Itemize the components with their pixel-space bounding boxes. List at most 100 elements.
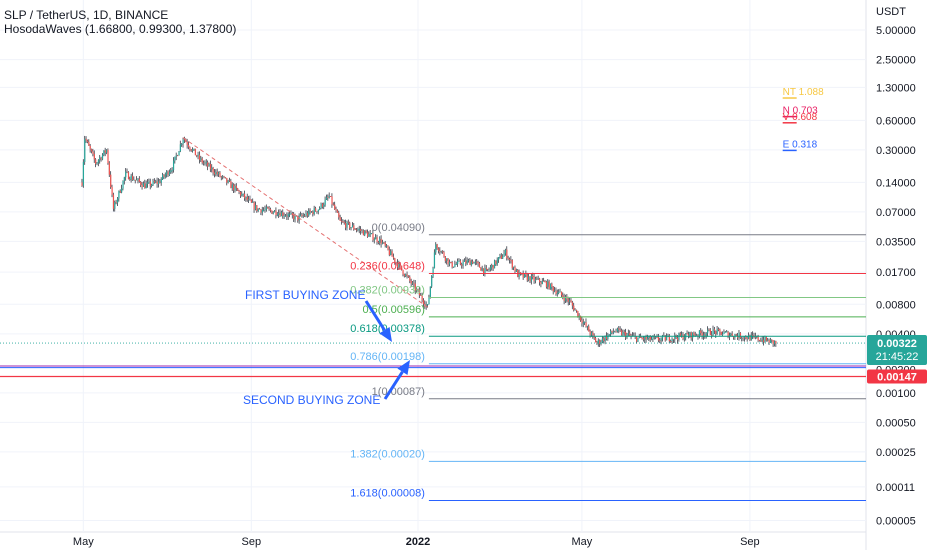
candle-body [504,249,507,254]
candle-body [476,261,478,263]
candle-body [574,309,576,311]
candle-body [405,274,407,277]
candle-body [162,174,164,180]
candle-body [369,233,371,235]
candle-body [727,331,729,338]
candle-body [575,309,578,312]
candle-body [540,282,542,284]
candle-body [319,208,321,210]
candle-body [563,297,565,301]
candle-body [237,188,239,191]
candle-body [372,233,374,241]
candle-body [245,196,247,199]
candle-body [231,184,233,189]
level-price-badge [867,369,927,384]
candle-body [450,262,452,263]
candle-body [528,276,530,281]
candle-body [121,188,123,193]
candle-body [402,269,404,275]
candle-body [577,311,579,317]
candle-body [148,181,150,183]
candle-body [283,215,285,217]
candle-body [208,163,210,167]
candle-body [149,181,151,186]
candle-body [552,286,554,292]
candle-body [361,230,363,232]
candle-body [573,305,575,311]
candle-body [717,329,720,330]
candle-body [735,334,737,336]
candle-body [767,339,769,341]
candle-body [265,207,268,210]
second-buying-zone-arrow [383,360,410,400]
candle-body [466,260,468,264]
candle-body [371,233,373,235]
candle-body [126,171,128,173]
candle-body [726,331,728,333]
arrow-shaft [364,300,386,331]
candle-body [746,338,748,340]
candle-body [677,337,679,340]
candle-body [351,225,354,228]
candle-body [640,335,642,338]
candle-body [85,138,87,141]
candle-body [458,260,460,262]
candle-body [597,340,599,344]
candle-body [392,256,395,259]
candle-body [477,262,479,264]
candle-body [666,336,668,341]
candle-body [196,155,198,157]
candle-body [312,211,314,215]
candle-body [469,260,471,266]
candle-body [514,267,516,272]
candle-body [752,334,754,336]
candle-body [235,185,238,189]
candle-body [525,273,527,275]
candle-body [407,275,410,277]
y-tick-label: 0.00800 [876,299,916,311]
candle-body [308,210,310,216]
candle-body [379,238,381,243]
candle-body [491,265,493,268]
candle-body [547,281,549,287]
candle-body [537,278,539,280]
y-tick-label: 0.60000 [876,115,916,127]
candle-body [345,222,347,228]
candle-body [681,334,683,337]
candle-body [595,338,597,343]
candle-body [342,221,344,223]
candle-body [685,333,687,338]
candle-body [655,336,657,338]
candle-body [737,335,739,338]
candle-body [526,274,528,281]
candle-body [198,154,201,160]
candle-body [172,160,175,171]
candle-body [398,263,400,268]
candle-body [769,339,772,343]
candle-body [108,163,110,175]
level-price-value: 0.00147 [877,371,917,383]
candle-body [689,332,691,337]
y-tick-label: 5.00000 [876,25,916,37]
candle-body [115,202,117,203]
candle-body [539,278,541,283]
candle-body [508,259,511,260]
candle-body [498,257,500,260]
fib-level-label: 0.786(0.00198) [350,351,425,363]
candle-body [97,160,100,163]
candle-body [448,262,451,265]
candle-body [100,157,102,160]
candle-body [452,266,455,268]
candle-body [127,172,130,180]
candle-body [601,338,604,343]
candle-body [130,175,132,180]
candle-body [559,291,561,293]
candle-body [474,261,477,263]
candle-body [343,222,345,223]
candle-body [656,336,658,338]
candle-body [679,333,681,337]
candle-body [194,148,197,156]
